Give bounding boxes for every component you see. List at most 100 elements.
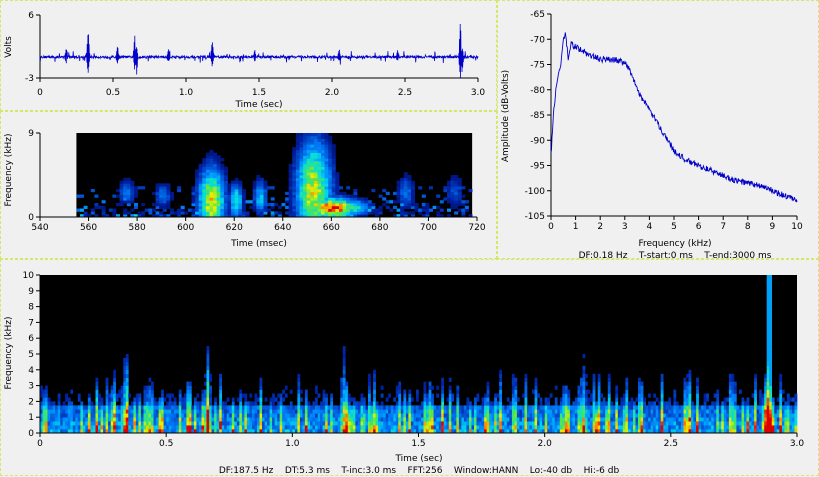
full-spectrogram-cell [206, 413, 210, 418]
full-spectrogram-cell [486, 393, 490, 398]
full-spectrogram-ytick-label: 7 [28, 318, 34, 328]
full-spectrogram-cell [171, 429, 175, 434]
full-spectrogram-cell [42, 389, 46, 394]
full-spectrogram-cell [57, 401, 61, 406]
full-spectrogram-cell [234, 405, 238, 410]
full-spectrogram-cell [123, 389, 127, 394]
full-spectrogram-cell [529, 421, 533, 426]
zoom-spectrogram-cell [295, 208, 300, 212]
full-spectrogram-cell [766, 425, 770, 430]
full-spectrogram-cell [244, 397, 248, 402]
full-spectrogram-cell [602, 425, 606, 430]
full-spectrogram-cell [534, 401, 538, 406]
full-spectrogram-cell [113, 421, 117, 426]
zoom-spectrogram-cell [411, 214, 415, 218]
zoom-spectrogram-cell [321, 144, 325, 148]
zoom-spectrogram-cell [256, 211, 261, 215]
full-spectrogram-cell [731, 389, 735, 394]
full-spectrogram-cell [395, 429, 399, 434]
full-spectrogram-cell [655, 429, 659, 434]
zoom-spectrogram-cell [299, 172, 304, 176]
full-spectrogram-cell [643, 429, 646, 434]
full-spectrogram-cell [332, 409, 336, 414]
full-spectrogram-cell [269, 405, 273, 410]
full-spectrogram-cell [45, 417, 48, 422]
zoom-spectrogram-cell [241, 211, 246, 215]
full-spectrogram-cell [746, 417, 750, 422]
full-spectrogram-cell [779, 401, 783, 406]
zoom-spectrogram-cell [317, 203, 322, 207]
zoom-spectrogram-cell [439, 208, 444, 212]
zoom-spectrogram-cell [403, 175, 408, 179]
zoom-spectrogram-cell [216, 155, 221, 159]
full-spectrogram-cell [345, 389, 349, 394]
zoom-spectrogram-cell [317, 197, 322, 201]
zoom-spectrogram-cell [310, 172, 315, 176]
zoom-spectrogram-cell [234, 197, 239, 201]
full-spectrogram-cell [113, 409, 117, 414]
full-spectrogram-cell [183, 425, 187, 430]
zoom-spectrogram-cell [220, 163, 225, 167]
zoom-spectrogram-cell [220, 186, 225, 190]
zoom-spectrogram-cell [238, 214, 243, 218]
full-spectrogram-cell [537, 429, 540, 434]
full-spectrogram-cell [368, 377, 371, 382]
zoom-spectrogram-cell [400, 214, 405, 218]
waveform-ylabel: Volts [4, 36, 14, 58]
full-spectrogram-cell [375, 401, 379, 406]
full-spectrogram-cell [67, 425, 71, 430]
full-spectrogram-cell [746, 429, 750, 434]
zoom-spectrogram-cell [162, 194, 167, 198]
zoom-spectrogram-cell [317, 155, 322, 159]
full-spectrogram-cell [183, 397, 187, 402]
full-spectrogram-cell [625, 425, 629, 430]
full-spectrogram-cell [476, 425, 480, 430]
full-spectrogram-cell [193, 417, 197, 422]
full-spectrogram-cell [272, 405, 275, 410]
zoom-spectrogram-cell [454, 205, 459, 209]
full-spectrogram-cell [602, 413, 606, 418]
full-spectrogram-cell [640, 385, 644, 390]
full-spectrogram-cell [562, 397, 566, 402]
zoom-spectrogram-cell [360, 214, 365, 218]
zoom-spectrogram-cell [213, 172, 218, 176]
full-spectrogram-cell [786, 429, 790, 434]
full-spectrogram-cell [534, 377, 538, 382]
full-spectrogram-cell [718, 421, 722, 426]
full-spectrogram-cell [231, 397, 235, 402]
zoom-spectrogram-cell [292, 163, 297, 167]
full-spectrogram-cell [451, 397, 455, 402]
zoom-spectrogram-cell [367, 200, 372, 204]
zoom-spectrogram-cell [252, 205, 257, 209]
full-spectrogram-cell [400, 429, 404, 434]
full-spectrogram-cell [239, 413, 243, 418]
full-spectrogram-cell [607, 421, 611, 426]
full-spectrogram-cell [564, 401, 568, 406]
full-spectrogram-cell [655, 425, 659, 430]
full-spectrogram-cell [163, 397, 167, 402]
zoom-spectrogram-cell [195, 214, 200, 218]
zoom-spectrogram-cell [353, 205, 358, 209]
zoom-spectrogram-cell [223, 175, 228, 179]
full-spectrogram-cell [534, 405, 538, 410]
full-spectrogram-cell [660, 381, 664, 386]
zoom-spectrogram-cell [393, 214, 397, 218]
full-spectrogram-cell [569, 421, 573, 426]
zoom-spectrogram-cell [256, 197, 261, 201]
full-spectrogram-cell [320, 413, 323, 418]
full-spectrogram-cell [327, 417, 331, 422]
full-spectrogram-cell [188, 401, 192, 406]
full-spectrogram-cell [166, 409, 170, 414]
full-spectrogram-cell [337, 409, 341, 414]
full-spectrogram-cell [534, 417, 538, 422]
full-spectrogram-cell [368, 421, 371, 426]
full-spectrogram-cell [209, 397, 212, 402]
full-spectrogram-cell [766, 413, 770, 418]
full-spectrogram-cell [57, 425, 61, 430]
zoom-spectrogram-cell [141, 211, 146, 215]
full-spectrogram-cell [703, 429, 707, 434]
full-spectrogram-cell [133, 401, 137, 406]
full-spectrogram-cell [418, 405, 422, 410]
full-spectrogram-cell [403, 393, 407, 398]
zoom-spectrogram-cell [353, 203, 358, 207]
